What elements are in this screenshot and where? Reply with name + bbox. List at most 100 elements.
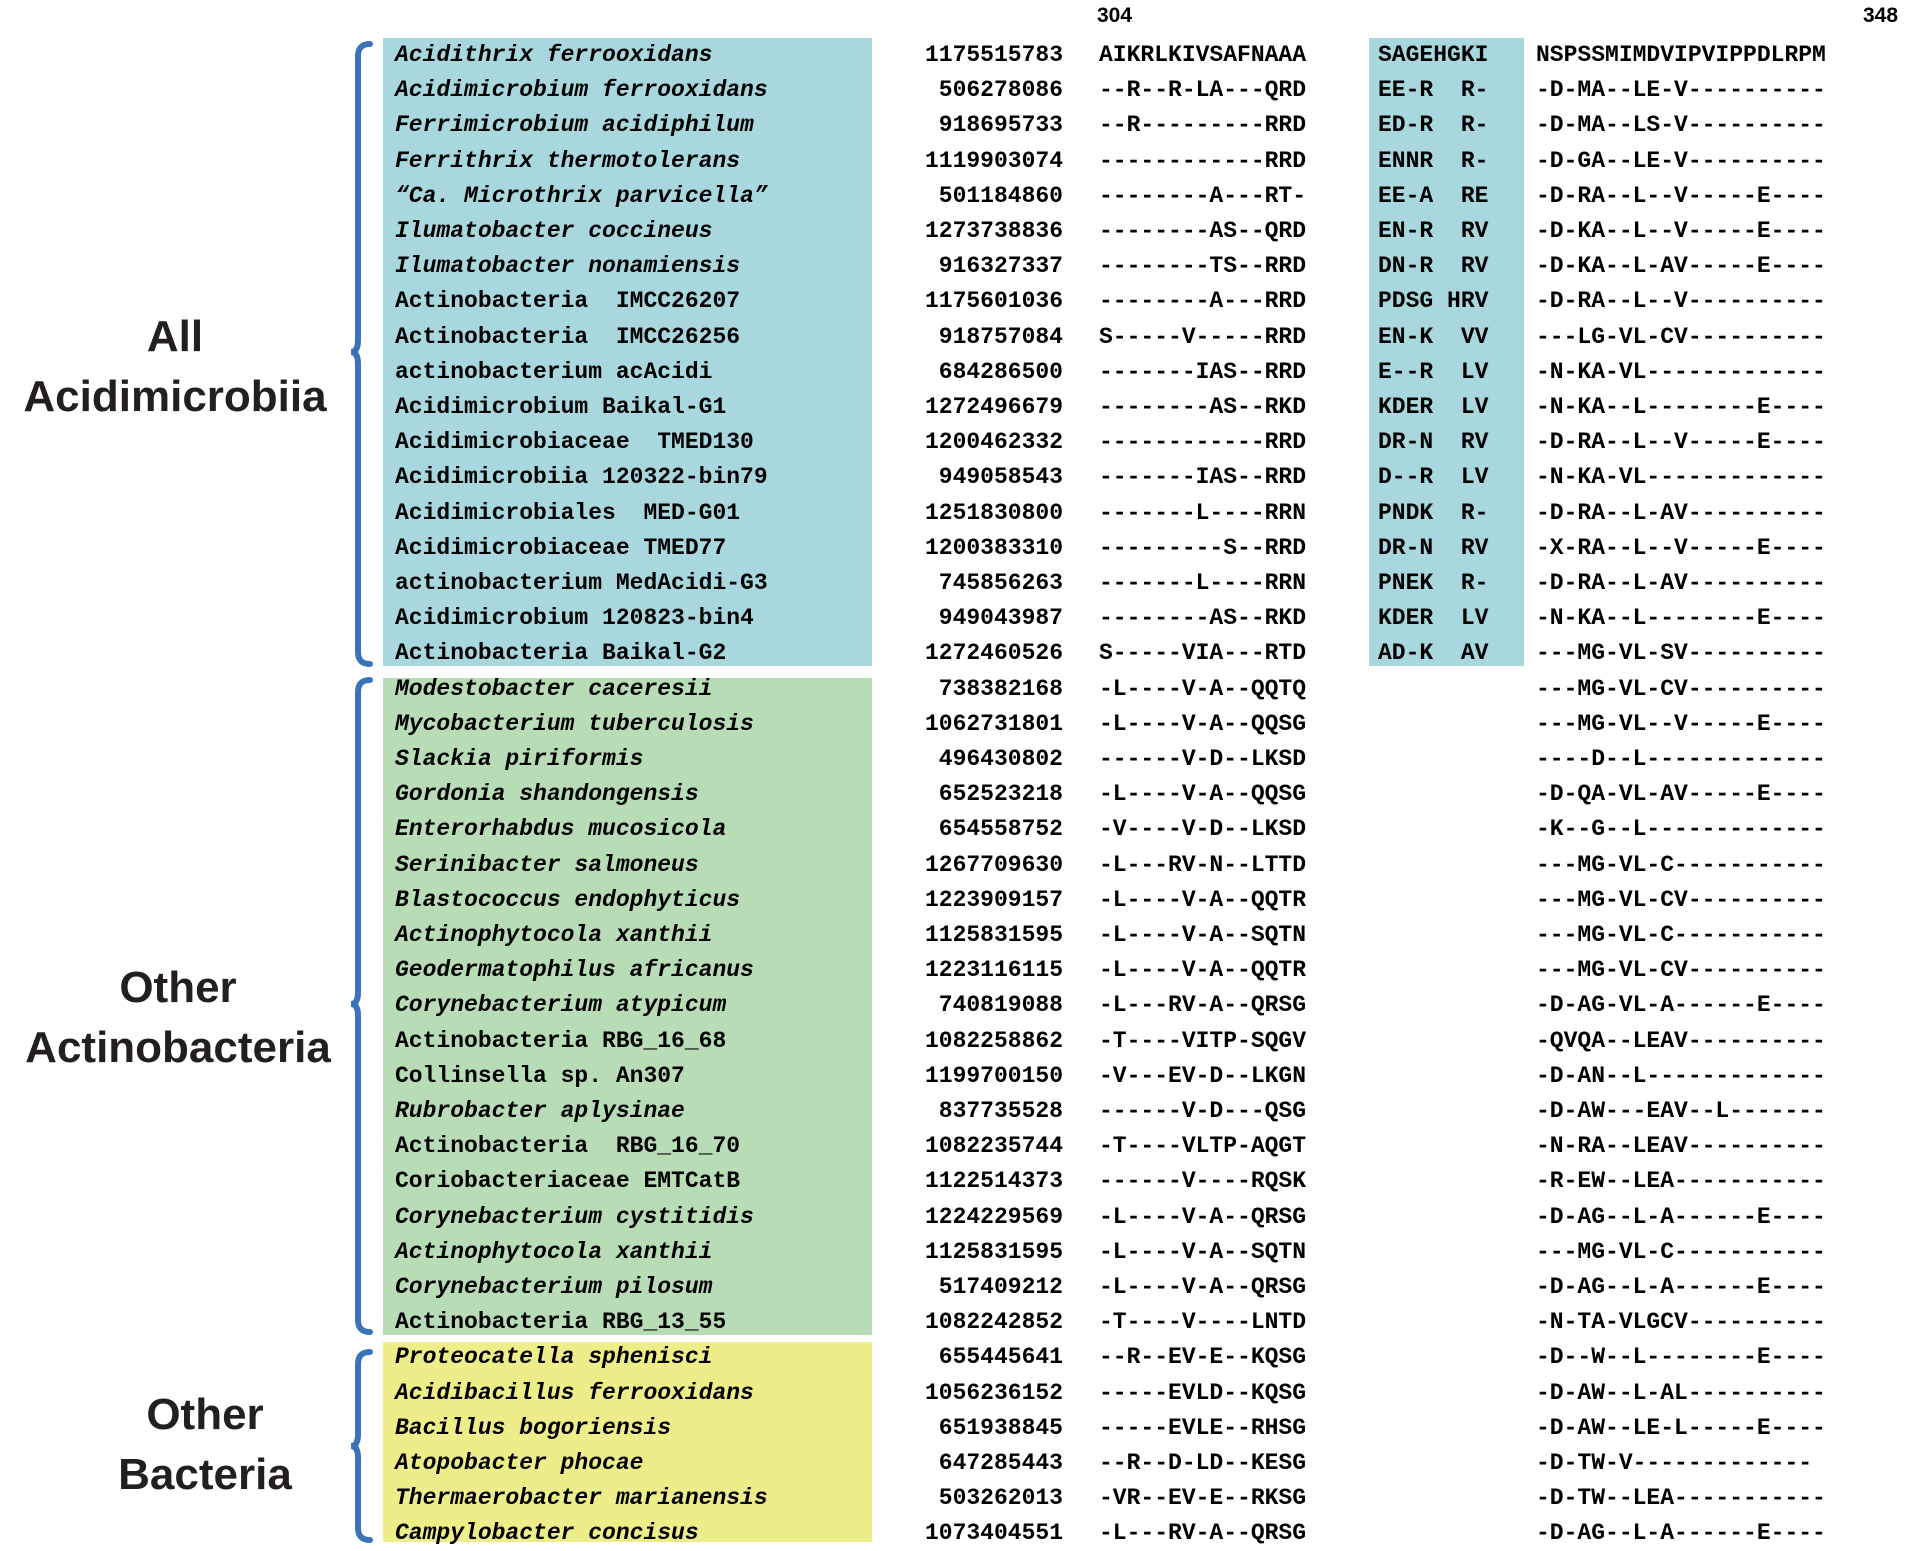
alignment-row: Acidimicrobiaceae TMED77 1200383310 ------… — [0, 531, 1912, 566]
sequence-segment-3: ---MG-VL-C----------- — [1536, 851, 1826, 878]
acidimicrobiia-bracket — [350, 41, 373, 667]
species-name: Rubrobacter aplysinae — [395, 1098, 685, 1124]
accession-number: 916327337 — [938, 253, 1063, 280]
sequence-segment-2: EE-R R- — [1378, 77, 1489, 104]
sequence-segment-3: -D-AG--L-A------E---- — [1536, 1203, 1826, 1230]
species-name: actinobacterium acAcidi — [395, 358, 713, 385]
species-name: Acidimicrobium ferrooxidans — [395, 77, 768, 104]
sequence-segment-3: -N-RA--LEAV---------- — [1536, 1133, 1826, 1160]
alignment-row: Acidimicrobium 120823-bin4 949043987 -----… — [0, 601, 1912, 636]
accession-number: 1082258862 — [924, 1027, 1063, 1054]
sequence-segment-1: -L---RV-N--LTTD — [1099, 851, 1307, 878]
accession-number: 652523218 — [938, 781, 1063, 808]
sequence-segment-3: -N-KA--L--------E---- — [1536, 394, 1826, 420]
alignment-row: actinobacterium MedAcidi-G3 745856263 ----… — [0, 566, 1912, 601]
sequence-segment-3: ---MG-VL-C----------- — [1536, 922, 1826, 948]
accession-number: 1073404551 — [924, 1520, 1063, 1547]
alignment-row: Ferrimicrobium acidiphilum 918695733 --R--… — [0, 108, 1912, 143]
sequence-segment-1: -------IAS--RRD — [1099, 358, 1307, 385]
species-name: Acidimicrobiia 120322-bin79 — [395, 464, 768, 491]
accession-number: 1223909157 — [924, 886, 1063, 913]
other-bacteria-background — [383, 1342, 872, 1542]
sequence-segment-2: DN-R RV — [1378, 253, 1489, 280]
sequence-segment-3: -X-RA--L--V-----E---- — [1536, 534, 1826, 561]
sequence-segment-1: -L---RV-A--QRSG — [1099, 1520, 1307, 1547]
accession-number: 1267709630 — [924, 851, 1063, 878]
sequence-segment-1: ------V-D---QSG — [1099, 1098, 1307, 1124]
sequence-segment-3: -D-TW--LEA----------- — [1536, 1485, 1826, 1512]
alignment-row: Actinophytocola xanthii 1125831595 -L----V… — [0, 1235, 1912, 1270]
sequence-segment-3: -D-RA--L-AV---------- — [1536, 570, 1826, 596]
species-name: Enterorhabdus mucosicola — [395, 816, 727, 843]
accession-number: 501184860 — [938, 182, 1063, 209]
alignment-row: Blastococcus endophyticus 1223909157 -L---… — [0, 883, 1912, 918]
accession-number: 740819088 — [938, 992, 1063, 1019]
sequence-segment-3: -K--G--L------------- — [1536, 816, 1826, 843]
sequence-segment-1: -L----V-A--QRSG — [1099, 1274, 1307, 1300]
alignment-row: Acidithrix ferrooxidans 1175515783 AIKRLKI… — [0, 38, 1912, 73]
group-label-line1: Other — [119, 963, 237, 1012]
actinobacteria-bracket — [350, 677, 373, 1335]
species-name: Actinophytocola xanthii — [395, 1238, 713, 1265]
species-name: Proteocatella sphenisci — [395, 1344, 713, 1371]
sequence-segment-1: --------AS--QRD — [1099, 218, 1307, 244]
accession-number: 1224229569 — [924, 1203, 1063, 1230]
sequence-segment-1: ---------S--RRD — [1099, 534, 1307, 561]
group-label-line2: Bacteria — [118, 1450, 292, 1499]
alignment-row: Ferrithrix thermotolerans 1119903074 -----… — [0, 144, 1912, 179]
sequence-segment-1: ------V-D--LKSD — [1099, 746, 1307, 772]
sequence-segment-2: KDER LV — [1378, 394, 1489, 420]
species-name: Acidithrix ferrooxidans — [395, 42, 713, 68]
sequence-segment-1: -L----V-A--QRSG — [1099, 1203, 1307, 1230]
accession-number: 1062731801 — [924, 710, 1063, 737]
sequence-segment-1: --------AS--RKD — [1099, 605, 1307, 632]
alignment-row: actinobacterium acAcidi 684286500 -------I… — [0, 355, 1912, 390]
species-name: Actinobacteria Baikal-G2 — [395, 640, 727, 667]
actinobacteria-background — [383, 678, 872, 1335]
alignment-row: “Ca. Microthrix parvicella” 501184860 ----… — [0, 179, 1912, 214]
alignment-row: Acidimicrobiales MED-G01 1251830800 ------… — [0, 496, 1912, 531]
alignment-row: Actinophytocola xanthii 1125831595 -L----V… — [0, 918, 1912, 953]
species-name: Acidimicrobiales MED-G01 — [395, 499, 741, 526]
sequence-segment-1: --------TS--RRD — [1099, 253, 1307, 280]
alignment-row: Serinibacter salmoneus 1267709630 -L---RV-… — [0, 848, 1912, 883]
species-name: Actinobacteria RBG_16_70 — [395, 1133, 741, 1160]
sequence-segment-1: -L----V-A--SQTN — [1099, 1238, 1307, 1265]
accession-number: 654558752 — [938, 816, 1063, 843]
species-name: Geodermatophilus africanus — [395, 957, 754, 984]
sequence-segment-1: -T----VITP-SQGV — [1099, 1027, 1307, 1054]
species-name: Corynebacterium atypicum — [395, 992, 727, 1019]
sequence-segment-2: AD-K AV — [1378, 640, 1489, 667]
species-name: Ferrithrix thermotolerans — [395, 147, 741, 174]
sequence-segment-3: -D-RA--L--V---------- — [1536, 288, 1826, 315]
accession-number: 517409212 — [938, 1274, 1063, 1300]
alignment-row: Modestobacter caceresii 738382168 -L----V-… — [0, 672, 1912, 707]
alignment-row: Rubrobacter aplysinae 837735528 ------V-D-… — [0, 1094, 1912, 1129]
alignment-row: Gordonia shandongensis 652523218 -L----V-A… — [0, 777, 1912, 812]
sequence-segment-3: NSPSSMIMDVIPVIPPDLRPM — [1536, 42, 1826, 68]
species-name: Acidibacillus ferrooxidans — [395, 1379, 754, 1406]
species-name: “Ca. Microthrix parvicella” — [395, 182, 768, 209]
species-name: actinobacterium MedAcidi-G3 — [395, 570, 768, 596]
species-name: Corynebacterium pilosum — [395, 1274, 713, 1300]
alignment-row: Ilumatobacter coccineus 1273738836 -------… — [0, 214, 1912, 249]
sequence-segment-1: -------L----RRN — [1099, 499, 1307, 526]
other-bacteria-group-label: Other Bacteria — [30, 1385, 380, 1505]
alignment-row: Ilumatobacter nonamiensis 916327337 ------… — [0, 249, 1912, 284]
sequence-segment-1: --R---------RRD — [1099, 112, 1307, 139]
actinobacteria-group-label: Other Actinobacteria — [2, 958, 354, 1078]
species-name: Slackia piriformis — [395, 746, 644, 772]
alignment-row: Thermaerobacter marianensis 503262013 -VR-… — [0, 1481, 1912, 1516]
sequence-segment-3: -QVQA--LEAV---------- — [1536, 1027, 1826, 1054]
alignment-row: Proteocatella sphenisci 655445641 --R--EV-… — [0, 1340, 1912, 1375]
accession-number: 1056236152 — [924, 1379, 1063, 1406]
acidimicrobiia-sequence-highlight — [1369, 38, 1524, 666]
species-name: Thermaerobacter marianensis — [395, 1485, 768, 1512]
alignment-row: Corynebacterium cystitidis 1224229569 -L--… — [0, 1200, 1912, 1235]
species-name: Bacillus bogoriensis — [395, 1414, 672, 1441]
species-name: Actinobacteria RBG_16_68 — [395, 1027, 727, 1054]
alignment-row: Acidibacillus ferrooxidans 1056236152 ----… — [0, 1376, 1912, 1411]
sequence-segment-3: -D-AW---EAV--L------- — [1536, 1098, 1826, 1124]
accession-number: 949043987 — [938, 605, 1063, 632]
alignment-row: Actinobacteria RBG_13_55 1082242852 -T----… — [0, 1305, 1912, 1340]
